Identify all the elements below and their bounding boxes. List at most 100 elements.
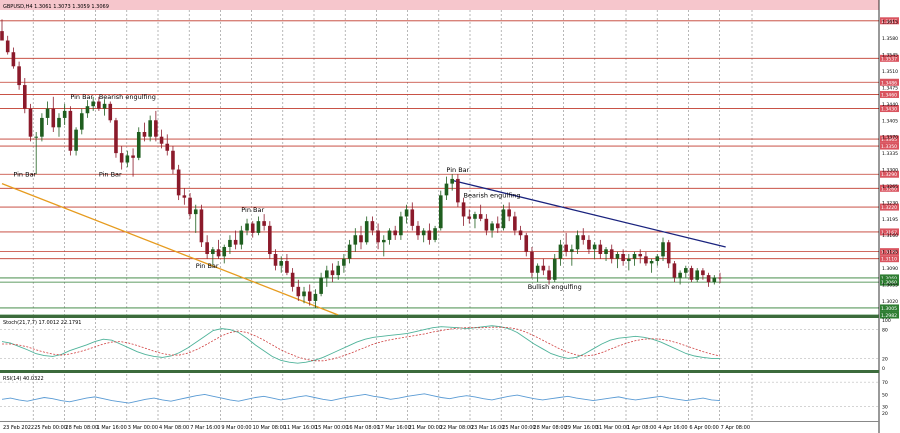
candle-body [495,223,500,229]
pattern-annotation: Bearish engulfing [99,93,156,101]
time-label: 6 Apr 00:00 [689,425,718,431]
candle-body [216,249,221,257]
level-price-box [880,142,899,150]
candle-body [376,230,380,243]
time-label: 25 Feb 00:00 [34,425,67,431]
candle-body [678,272,682,278]
candle-body [125,155,130,163]
candle-body [245,223,249,231]
candle-body [587,239,591,250]
pattern-annotation: Pin Bar [70,93,93,101]
time-axis-line [0,421,879,422]
candle-body [473,214,477,219]
candle-body [296,286,301,297]
level-price-label: 1.3430 [881,107,897,113]
candle-body [285,261,289,273]
level-price-box [880,54,899,62]
rsi-tick-label: 30 [882,405,888,411]
price-tick-label: 1.3125 [882,250,898,256]
candle-body [307,291,312,301]
time-label: 17 Mar 16:00 [377,425,410,431]
level-price-label: 1.3365 [881,137,897,143]
candle-body [262,221,266,226]
level-price-label: 1.3486 [881,80,897,86]
stoch-signal-line [2,326,721,362]
candle-body [0,31,4,41]
candle-body [364,221,369,243]
price-tick-label: 1.3545 [882,53,898,59]
price-tick-label: 1.3265 [882,184,898,190]
level-price-label: 1.3617 [881,19,897,25]
time-label: 28 Feb 08:00 [65,425,98,431]
stoch-tick-label: 0 [882,366,885,372]
candle-body [552,258,557,280]
price-tick-label: 1.3370 [882,135,898,141]
candle-body [655,256,660,262]
candle-body [609,249,614,259]
candle-body [171,150,175,170]
candle-body [444,183,449,196]
candle-body [250,223,255,233]
level-price-label: 1.2982 [881,313,897,319]
time-label: 3 Mar 00:00 [128,425,158,431]
candle-body [507,209,511,217]
candle-body [427,230,432,240]
candle-body [142,132,147,137]
candle-body [570,249,574,252]
candle-body [370,221,375,231]
candle-body [182,195,187,198]
annotations: Pin Bar Bearish engulfing Pin Bar Pin Bar Pi… [13,93,581,291]
candle-body [268,225,272,254]
candle-body [638,254,643,257]
level-price-label: 1.3460 [881,92,897,98]
price-tick-label: 1.3195 [882,217,898,223]
rsi-panel: 70 50 3020 [0,380,888,417]
price-band [0,0,879,10]
candle-body [68,110,73,151]
candle-body [11,52,16,67]
stoch-label: Stoch(21,7,7) 17.0012 22.1791 [3,320,81,326]
level-price-box [880,17,899,25]
candle-body [17,66,21,86]
time-label: 23 Feb 2022 [3,425,34,431]
time-label: 7 Mar 16:00 [190,425,220,431]
candle-body [381,239,386,243]
price-tick-label: 1.3335 [882,151,898,157]
candle-body [393,230,397,236]
time-label: 15 Mar 00:00 [315,425,348,431]
time-label: 11 Mar 16:00 [284,425,317,431]
level-price-label: 1.3110 [881,257,897,263]
stoch-tick-label: 20 [882,356,888,362]
candle-body [421,230,426,236]
candle-body [661,242,665,257]
candle-body [598,244,603,254]
candle-body [51,108,56,128]
price-tick-label: 1.3230 [882,200,898,206]
level-price-label: 1.3537 [881,56,897,62]
candle-body [684,268,688,273]
candle-body [410,209,415,226]
level-price-box [880,135,899,143]
trendline-descending-support [1,183,339,316]
candle-body [712,277,717,283]
symbol-header: GBPUSD,H4 1.3061 1.3073 1.3059 1.3069 [3,4,109,10]
candle-body [222,246,227,257]
candle-body [319,277,323,294]
candle-body [575,235,580,250]
time-label: 16 Mar 08:00 [346,425,379,431]
candle-body [91,101,95,107]
candle-body [484,218,489,231]
panel-separator [0,315,879,318]
level-price-box [880,105,899,113]
candle-body [632,254,637,259]
candle-body [672,263,677,278]
time-label: 10 Mar 08:00 [253,425,286,431]
time-label: 23 Mar 16:00 [471,425,504,431]
candle-body [695,270,700,280]
candle-body [273,254,278,266]
rsi-line [1,393,721,404]
candle-body [564,244,568,252]
stoch-main-line [1,325,720,364]
